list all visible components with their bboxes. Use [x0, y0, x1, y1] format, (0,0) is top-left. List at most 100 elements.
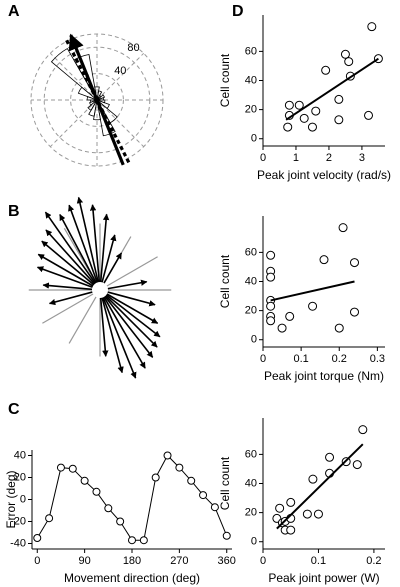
point [285, 311, 295, 321]
arrow [105, 295, 158, 348]
point [308, 474, 318, 484]
fit-line [285, 57, 379, 121]
y-tick-label: 40 [245, 275, 257, 287]
point [299, 113, 309, 123]
y-tick-label: 0 [251, 334, 257, 346]
x-axis-label: Peak joint power (W) [268, 571, 379, 585]
arrow [41, 240, 95, 286]
point [286, 525, 296, 535]
arrow [45, 229, 96, 285]
point [334, 323, 344, 333]
arrow [107, 291, 156, 307]
point [266, 301, 276, 311]
y-tick-label: 0 [251, 536, 257, 548]
x-axis-label: Peak joint torque (Nm) [264, 369, 384, 383]
y-tick-label: 40 [14, 449, 26, 461]
arrow [106, 293, 159, 324]
y-tick-label: 60 [245, 448, 257, 460]
point [68, 464, 77, 473]
arrow [99, 297, 109, 357]
point [308, 301, 318, 311]
point [350, 307, 359, 317]
point [266, 250, 276, 260]
y-tick-label: 20 [14, 471, 26, 483]
arrow [36, 266, 93, 289]
arrow [44, 211, 97, 284]
y-tick-label: 0 [251, 133, 257, 145]
y-tick-label: -40 [10, 537, 26, 549]
y-tick-label: 0 [20, 493, 26, 505]
y-tick-label: 20 [245, 104, 257, 116]
point [311, 106, 321, 116]
x-axis-label: Movement direction (deg) [64, 571, 200, 585]
spoke [49, 99, 98, 148]
arrow [48, 291, 93, 306]
point [294, 100, 304, 110]
y-axis-label: Cell count [218, 53, 232, 107]
arrow [89, 204, 101, 283]
arrow [103, 296, 146, 369]
wedge [96, 99, 106, 104]
x-tick-label: 0.2 [366, 555, 381, 567]
x-axis-label: Peak joint velocity (rad/s) [257, 168, 391, 182]
point [302, 509, 312, 519]
point [116, 517, 125, 526]
wedge [86, 96, 98, 101]
x-tick-label: 360 [218, 555, 236, 567]
point [307, 122, 317, 132]
point [33, 534, 42, 542]
x-tick-label: 0 [260, 353, 266, 365]
y-tick-label: 20 [245, 507, 257, 519]
x-tick-label: 0 [260, 555, 266, 567]
arrow [68, 204, 99, 283]
wedge [50, 48, 98, 101]
point [210, 503, 219, 512]
point [325, 452, 335, 462]
x-tick-label: 0 [34, 555, 40, 567]
ring-label: 40 [114, 65, 126, 77]
point [139, 536, 148, 545]
point [128, 536, 136, 545]
arrow [107, 279, 148, 290]
x-tick-label: 3 [359, 152, 365, 164]
point [338, 223, 348, 233]
x-tick-label: 0.3 [370, 353, 385, 365]
point [284, 100, 294, 110]
point [344, 57, 354, 67]
x-tick-label: 0 [260, 152, 266, 164]
outer-ring [30, 33, 164, 167]
gray-line [106, 256, 158, 287]
arrow [101, 297, 124, 374]
point [80, 476, 89, 485]
x-tick-label: 0.1 [311, 555, 326, 567]
x-tick-label: 0.1 [293, 353, 308, 365]
spoke [96, 99, 145, 148]
point [266, 272, 276, 282]
x-tick-label: 2 [326, 152, 332, 164]
point [92, 487, 101, 496]
x-tick-label: 180 [123, 555, 141, 567]
point [175, 463, 184, 472]
point [313, 509, 323, 519]
point [367, 22, 377, 32]
arrow [104, 295, 154, 358]
point [286, 497, 296, 507]
point [364, 110, 374, 120]
fit-line [270, 280, 355, 302]
wedge [96, 99, 110, 110]
wedge [77, 86, 98, 101]
point [45, 514, 54, 523]
arrow [103, 252, 123, 284]
spoke [96, 52, 145, 101]
point [277, 323, 287, 333]
y-axis-label: Cell count [218, 456, 232, 510]
panel-label: A [8, 3, 20, 20]
arrow [59, 213, 97, 284]
wedge [96, 94, 105, 101]
arrow [101, 234, 117, 283]
ring-label: 80 [127, 42, 139, 54]
panel-label: B [8, 203, 20, 220]
arrow [42, 282, 93, 291]
point [275, 503, 285, 513]
